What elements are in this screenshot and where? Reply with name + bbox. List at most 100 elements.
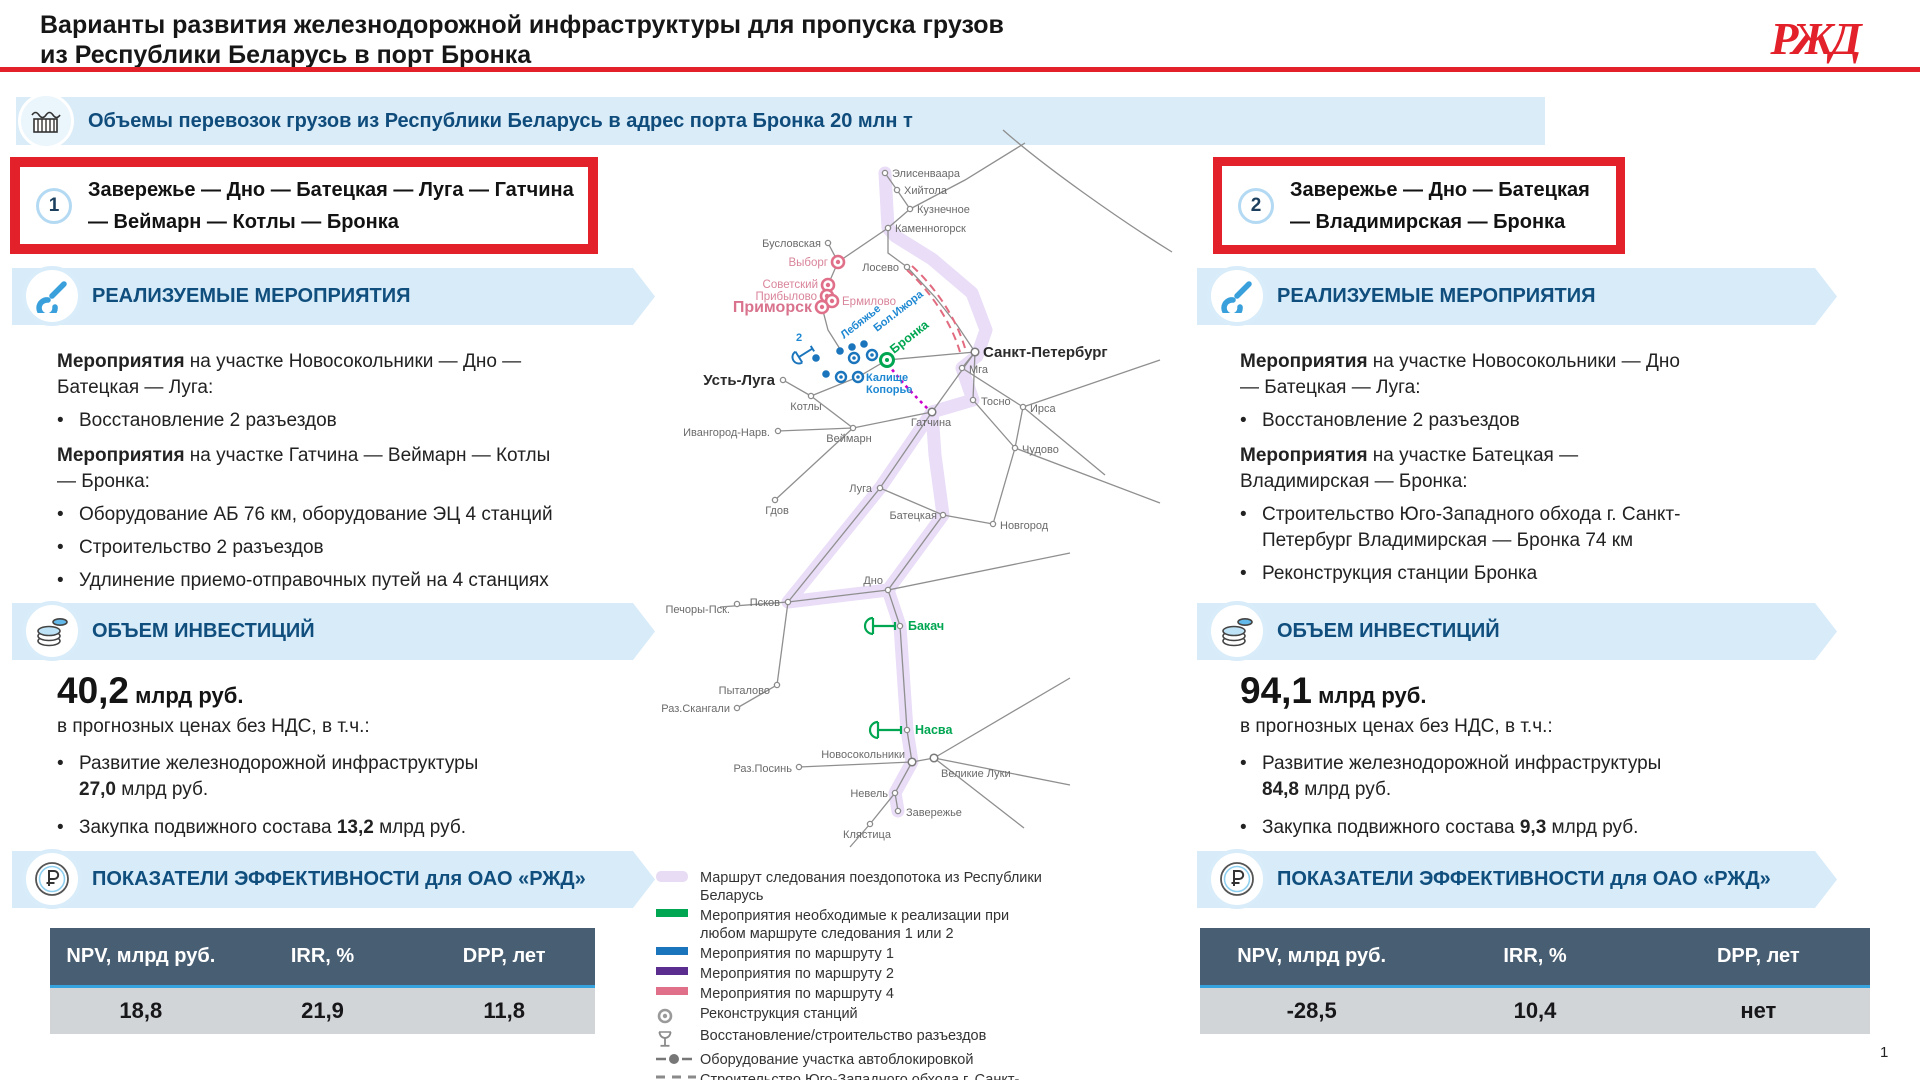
header-divider xyxy=(0,67,1920,72)
ruble-icon xyxy=(35,862,69,896)
station-Раз.Посинь: Раз.Посинь xyxy=(733,763,803,775)
station-Ивангород-Нарв.: Ивангород-Нарв. xyxy=(683,427,782,439)
invest-block-right: 94,1 млрд руб. в прогнозных ценах без НД… xyxy=(1240,670,1690,841)
section-measures-left: РЕАЛИЗУЕМЫЕ МЕРОПРИЯТИЯ xyxy=(12,268,655,325)
station-label: Великие Луки xyxy=(941,768,1011,780)
station-Выборг: Выборг xyxy=(788,254,846,270)
measures-list-left: Мероприятия на участке Новосокольники — … xyxy=(57,340,562,627)
station-Великие Луки: Великие Луки xyxy=(929,753,1011,780)
station-Новгород: Новгород xyxy=(989,520,1049,532)
station-label: Веймарн xyxy=(826,433,871,445)
station-Чудово: Чудово xyxy=(1011,444,1059,456)
kpi-header-dpp: DPP, лет xyxy=(462,945,546,967)
map-marker xyxy=(822,370,830,378)
kpi-value-dpp: нет xyxy=(1740,998,1777,1023)
route-1-number-badge: 1 xyxy=(36,187,72,224)
rzd-logo: РЖД xyxy=(1754,13,1874,71)
station-label: Приморск xyxy=(733,299,813,316)
kpi-value-npv: -28,5 xyxy=(1286,998,1337,1023)
station-label: Батецкая xyxy=(889,510,937,522)
invest-amount-right: 94,1 млрд руб. xyxy=(1240,670,1427,711)
station-label: Калище xyxy=(866,372,908,384)
wrench-icon-circle-left xyxy=(22,266,82,326)
section-kpi-right: ПОКАЗАТЕЛИ ЭФФЕКТИВНОСТИ для ОАО «РЖД» xyxy=(1197,851,1837,908)
list-bullet: • Строительство 2 разъездов xyxy=(57,537,324,558)
ruble-icon-circle-left xyxy=(22,849,82,909)
kpi-table-right: NPV, млрд руб. IRR, % DPP, лет -28,5 10,… xyxy=(1200,928,1870,1034)
section-measures-left-title: РЕАЛИЗУЕМЫЕ МЕРОПРИЯТИЯ xyxy=(92,285,411,307)
kpi-value-irr: 10,4 xyxy=(1513,998,1557,1023)
invest-note-left: в прогнозных ценах без НДС, в т.ч.: xyxy=(57,716,370,737)
station-Кузнечное: Кузнечное xyxy=(906,204,970,216)
station-label: Завережье xyxy=(906,807,962,819)
invest-items-left: • Развитие железнодорожной инфраструктуры… xyxy=(57,751,487,841)
station-Тосно: Тосно xyxy=(969,396,1011,408)
station-label: Котлы xyxy=(790,401,821,413)
wrench-icon xyxy=(36,281,67,313)
station-Элисенваара: Элисенваара xyxy=(881,168,961,180)
railway-map: 2 Элисенваара Хийтола Кузнечное Каменногорс… xyxy=(661,129,1173,848)
station-Каменногорск: Каменногорск xyxy=(884,223,966,235)
route-2-text: Завережье — Дно — Батецкая — Владимирска… xyxy=(1290,178,1590,233)
station-Ермилово: Ермилово xyxy=(824,293,896,309)
station-Калище: Калище xyxy=(851,370,908,384)
kpi-table-right-values: -28,5 10,4 нет xyxy=(1200,985,1870,1034)
legend-item: Мероприятия по маршруту 4 xyxy=(656,985,1058,1003)
section-invest-left-title: ОБЪЕМ ИНВЕСТИЦИЙ xyxy=(92,620,315,642)
station-label: Невель xyxy=(850,788,888,800)
measures-list-right: Мероприятия на участке Новосокольники — … xyxy=(1240,340,1695,587)
legend-item: Маршрут следования поездопотока из Респу… xyxy=(656,869,1058,905)
siding-icon-nasva xyxy=(868,720,903,740)
legend-item: Мероприятия необходимые к реализации при… xyxy=(656,907,1058,943)
legend-label: Маршрут следования поездопотока из Респу… xyxy=(700,870,1042,904)
station-Клястица: Клястица xyxy=(843,820,892,841)
station-Новосокольники: Новосокольники xyxy=(821,749,917,767)
station-label: Пыталово xyxy=(719,685,770,697)
page-title-line1: Варианты развития железнодорожной инфрас… xyxy=(40,11,1004,39)
station-label: Луга xyxy=(849,483,873,495)
invest-note-right: в прогнозных ценах без НДС, в т.ч.: xyxy=(1240,716,1553,737)
station-Мга: Мга xyxy=(958,364,989,376)
station-Псков: Псков xyxy=(750,597,792,609)
list-bullet: •Реконструкция станции Бронка xyxy=(1240,563,1538,584)
page-title-line2: из Республики Беларусь в порт Бронка xyxy=(40,41,532,69)
legend-label: Строительство Юго-Западного обхода г. Са… xyxy=(700,1072,1020,1080)
section-kpi-left: ПОКАЗАТЕЛИ ЭФФЕКТИВНОСТИ для ОАО «РЖД» xyxy=(12,851,655,908)
map-marker xyxy=(848,343,856,351)
legend-item: Восстановление/строительство разъездов xyxy=(656,1027,1058,1049)
station-label: Бусловская xyxy=(762,238,821,250)
svg-text:РЖД: РЖД xyxy=(1769,14,1863,64)
route-1-text: Завережье — Дно — Батецкая — Луга — Гатч… xyxy=(88,178,574,233)
legend-label: Реконструкция станций xyxy=(700,1006,858,1022)
station-Котлы: Котлы xyxy=(790,392,822,413)
station-Дно: Дно xyxy=(863,575,892,594)
station-label: Кузнечное xyxy=(917,204,970,216)
legend-swatch-dotline xyxy=(656,1051,700,1065)
map-legend: Маршрут следования поездопотока из Респу… xyxy=(656,869,1058,1080)
banner-icon-circle xyxy=(18,93,74,149)
kpi-header-irr: IRR, % xyxy=(1503,945,1567,967)
kpi-value-irr: 21,9 xyxy=(301,998,344,1023)
map-marker xyxy=(860,340,868,348)
legend-swatch-pink xyxy=(656,985,700,995)
station-label: Клястица xyxy=(843,829,892,841)
station-label: Дно xyxy=(863,575,883,587)
stations-layer: Элисенваара Хийтола Кузнечное Каменногорск Б… xyxy=(661,168,1107,841)
map-marker xyxy=(812,354,820,362)
measures-heading: Мероприятия на участке Гатчина — Веймарн… xyxy=(57,445,551,492)
station-Пыталово: Пыталово xyxy=(719,681,781,697)
coins-icon xyxy=(37,618,68,647)
station-Гдов: Гдов xyxy=(765,496,789,517)
coins-icon xyxy=(1222,618,1253,647)
legend-label: Мероприятия по маршруту 1 xyxy=(700,946,894,962)
station-label: Ермилово xyxy=(842,296,896,308)
station-label: Чудово xyxy=(1022,444,1059,456)
kpi-value-npv: 18,8 xyxy=(119,998,163,1023)
page-number: 1 xyxy=(1880,1044,1889,1061)
station-label: Гатчина xyxy=(911,417,952,429)
legend-label: Восстановление/строительство разъездов xyxy=(700,1028,987,1044)
station-Завережье: Завережье xyxy=(894,807,962,819)
wrench-icon-circle-right xyxy=(1207,266,1267,326)
kpi-table-left-header: NPV, млрд руб. IRR, % DPP, лет xyxy=(50,928,595,985)
